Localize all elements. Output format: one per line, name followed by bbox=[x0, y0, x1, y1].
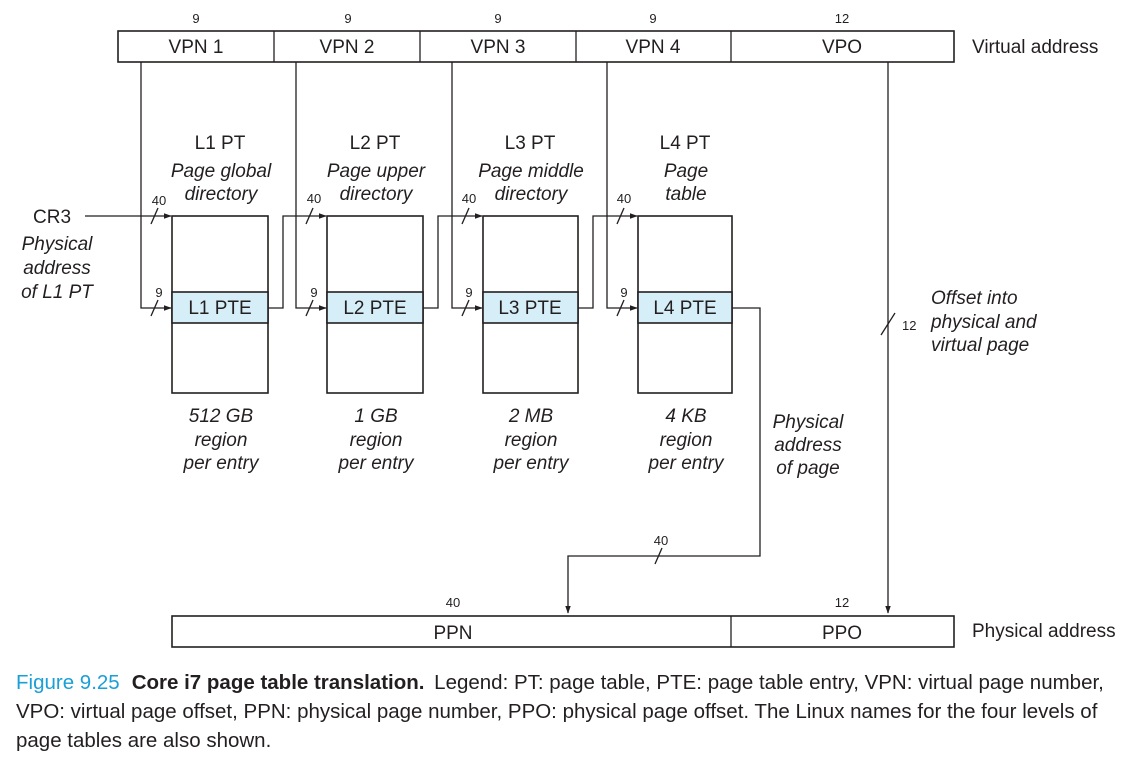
ppn-bits: 40 bbox=[446, 595, 460, 610]
l2-region-line3: per entry bbox=[338, 453, 415, 474]
offset-desc-line2: physical and bbox=[930, 312, 1038, 333]
l3-linux-name-line2: directory bbox=[495, 184, 569, 205]
vpn3-bits: 9 bbox=[494, 11, 501, 26]
l2-page-table: L2 PT Page upper directory L2 PTE 1 GB r… bbox=[326, 133, 426, 474]
l2-region-line2: region bbox=[350, 430, 403, 451]
page-address-bits: 40 bbox=[654, 533, 668, 548]
offset-desc-line3: virtual page bbox=[931, 335, 1029, 356]
l3-index-bits: 9 bbox=[465, 285, 472, 300]
virtual-address-label: Virtual address bbox=[972, 37, 1098, 58]
vpo-field: VPO bbox=[822, 37, 862, 58]
l4-in-bits: 40 bbox=[617, 191, 631, 206]
l1-region-line3: per entry bbox=[183, 453, 260, 474]
figure-caption-text: Legend: PT: page table, PTE: page table … bbox=[16, 671, 1104, 752]
l4-pt-label: L4 PT bbox=[660, 133, 711, 154]
l1-pte: L1 PTE bbox=[188, 298, 251, 319]
vpn1-field: VPN 1 bbox=[169, 37, 224, 58]
l2-linux-name-line1: Page upper bbox=[327, 161, 426, 182]
vpn4-bits: 9 bbox=[649, 11, 656, 26]
offset-desc-line1: Offset into bbox=[931, 288, 1018, 309]
l2-linux-name-line2: directory bbox=[340, 184, 414, 205]
l4-index-bits: 9 bbox=[620, 285, 627, 300]
vpn4-field: VPN 4 bbox=[626, 37, 681, 58]
pte-link-arrows: 40 40 40 bbox=[268, 191, 638, 309]
ppo-bits: 12 bbox=[835, 595, 849, 610]
l3-in-bits: 40 bbox=[462, 191, 476, 206]
page-address-desc-line3: of page bbox=[776, 458, 839, 479]
l3-pt-label: L3 PT bbox=[505, 133, 556, 154]
figure-title: Core i7 page table translation. bbox=[131, 671, 425, 694]
page-address-arrow bbox=[565, 307, 761, 614]
cr3-bits: 40 bbox=[152, 193, 166, 208]
vpn2-bits: 9 bbox=[344, 11, 351, 26]
l4-pte: L4 PTE bbox=[653, 298, 716, 319]
l1-pt-label: L1 PT bbox=[195, 133, 246, 154]
cr3-desc-line3: of L1 PT bbox=[21, 282, 94, 303]
l2-index-bits: 9 bbox=[310, 285, 317, 300]
l1-linux-name-line2: directory bbox=[185, 184, 259, 205]
l3-region-line3: per entry bbox=[493, 453, 570, 474]
ppo-field: PPO bbox=[822, 623, 862, 644]
l4-region-line1: 4 KB bbox=[665, 406, 707, 427]
ppn-field: PPN bbox=[433, 623, 472, 644]
l3-linux-name-line1: Page middle bbox=[478, 161, 584, 182]
page-address-desc-line1: Physical bbox=[773, 412, 845, 433]
cr3-label: CR3 bbox=[33, 207, 71, 228]
physical-address-label: Physical address bbox=[972, 621, 1116, 642]
l1-region-line2: region bbox=[195, 430, 248, 451]
l4-region-line3: per entry bbox=[648, 453, 725, 474]
l1-linux-name-line1: Page global bbox=[171, 161, 272, 182]
cr3-desc-line1: Physical bbox=[22, 234, 94, 255]
l3-region-line2: region bbox=[505, 430, 558, 451]
vpn1-bits: 9 bbox=[192, 11, 199, 26]
figure-caption: Figure 9.25 Core i7 page table translatio… bbox=[16, 668, 1131, 755]
l2-pt-label: L2 PT bbox=[350, 133, 401, 154]
l4-page-table: L4 PT Page table L4 PTE 4 KB region per … bbox=[637, 133, 733, 474]
l3-pte: L3 PTE bbox=[498, 298, 561, 319]
l3-region-line1: 2 MB bbox=[508, 406, 554, 427]
l4-linux-name-line2: table bbox=[665, 184, 706, 205]
l3-page-table: L3 PT Page middle directory L3 PTE 2 MB … bbox=[478, 133, 584, 474]
l1-index-bits: 9 bbox=[155, 285, 162, 300]
l2-in-bits: 40 bbox=[307, 191, 321, 206]
vpn2-field: VPN 2 bbox=[320, 37, 375, 58]
vpo-bits: 12 bbox=[835, 11, 849, 26]
l2-region-line1: 1 GB bbox=[354, 406, 398, 427]
cr3-desc-line2: address bbox=[23, 258, 91, 279]
vpn3-field: VPN 3 bbox=[471, 37, 526, 58]
page-address-desc-line2: address bbox=[774, 435, 842, 456]
virtual-address-bar: 9 9 9 9 12 VPN 1 VPN 2 VPN 3 VPN 4 VPO bbox=[117, 11, 955, 63]
page-translation-diagram: 9 9 9 9 12 VPN 1 VPN 2 VPN 3 VPN 4 VPO V… bbox=[21, 11, 1116, 648]
l4-linux-name-line1: Page bbox=[664, 161, 708, 182]
l2-pte: L2 PTE bbox=[343, 298, 406, 319]
l4-region-line2: region bbox=[660, 430, 713, 451]
l1-page-table: L1 PT Page global directory L1 PTE 512 G… bbox=[171, 133, 272, 474]
l1-region-line1: 512 GB bbox=[189, 406, 254, 427]
physical-address-bar: 40 12 PPN PPO bbox=[171, 595, 955, 648]
offset-bits: 12 bbox=[902, 318, 916, 333]
vpn-index-arrows: 9 9 9 9 bbox=[140, 62, 638, 317]
figure-number: Figure 9.25 bbox=[16, 671, 120, 694]
